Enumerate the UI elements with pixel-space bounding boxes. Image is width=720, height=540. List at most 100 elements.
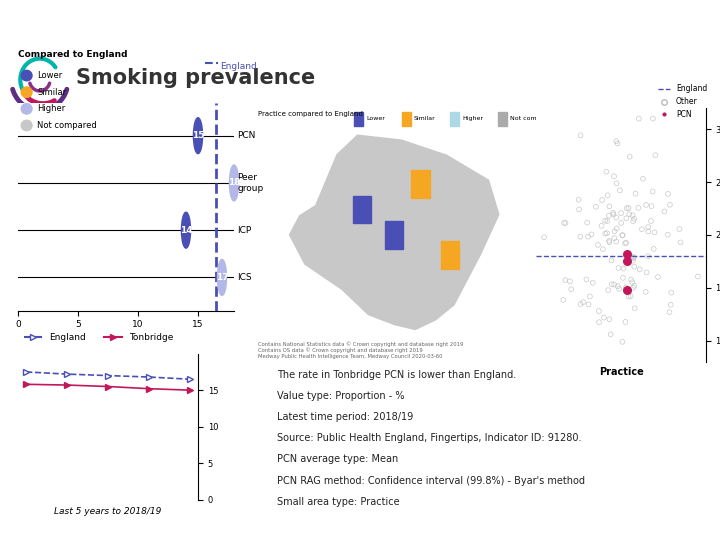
Circle shape — [194, 118, 202, 153]
Point — [599, 230, 611, 238]
Point — [603, 286, 614, 294]
Point — [626, 278, 638, 287]
Point — [624, 210, 635, 219]
Point — [600, 167, 612, 176]
Text: Higher: Higher — [462, 116, 483, 121]
Point — [587, 279, 598, 287]
Point — [575, 300, 586, 308]
Point — [621, 286, 633, 294]
Point — [616, 231, 628, 240]
Bar — [384, 221, 403, 249]
Point — [603, 237, 615, 245]
Point — [674, 225, 685, 233]
Point — [611, 213, 622, 222]
Point — [652, 273, 664, 281]
Point — [612, 282, 624, 291]
Point — [601, 229, 613, 238]
Point — [600, 217, 611, 225]
Point — [664, 308, 675, 316]
Point — [621, 238, 632, 247]
Bar — [441, 241, 459, 269]
Point — [628, 217, 639, 225]
Point — [608, 280, 620, 289]
Circle shape — [22, 120, 32, 131]
Point — [626, 211, 638, 220]
Point — [642, 227, 654, 236]
Text: 24: 24 — [13, 8, 32, 22]
Text: Value type: Proportion - %: Value type: Proportion - % — [277, 391, 405, 401]
Text: PCN average type: Mean: PCN average type: Mean — [277, 455, 398, 464]
Point — [640, 287, 652, 296]
Point — [664, 200, 675, 209]
Circle shape — [230, 165, 238, 201]
Polygon shape — [287, 133, 500, 332]
Point — [590, 202, 602, 211]
Point — [616, 338, 628, 346]
Text: Smoking prevalence: Smoking prevalence — [76, 68, 315, 89]
Point — [621, 214, 632, 222]
Point — [582, 218, 593, 227]
Legend: England, Other, PCN: England, Other, PCN — [655, 82, 710, 122]
Point — [596, 221, 608, 230]
Point — [625, 292, 636, 300]
Point — [564, 277, 576, 286]
Point — [620, 318, 631, 326]
Bar — [402, 112, 411, 126]
Point — [593, 240, 604, 249]
Point — [596, 196, 608, 205]
Point — [619, 239, 631, 248]
Point — [577, 298, 589, 307]
Text: ICP: ICP — [238, 226, 252, 235]
Text: Small area type: Practice: Small area type: Practice — [277, 497, 400, 507]
Point — [559, 219, 571, 227]
Point — [611, 137, 622, 146]
Legend: England, Tonbridge: England, Tonbridge — [21, 329, 177, 345]
Point — [628, 253, 639, 261]
Point — [603, 238, 615, 247]
Point — [607, 208, 618, 217]
Point — [627, 256, 639, 265]
Text: Peer
group: Peer group — [238, 173, 264, 193]
Text: 15: 15 — [192, 131, 204, 140]
Point — [626, 252, 637, 261]
Point — [573, 195, 585, 204]
Point — [539, 233, 550, 241]
Point — [565, 285, 577, 294]
Point — [608, 210, 619, 219]
Point — [616, 219, 627, 227]
Point — [628, 254, 639, 262]
Text: Higher: Higher — [37, 104, 66, 113]
Bar — [353, 195, 372, 224]
Point — [575, 131, 586, 140]
Point — [618, 264, 629, 273]
Point — [582, 300, 594, 309]
Point — [642, 223, 654, 232]
Point — [624, 152, 636, 161]
Point — [647, 114, 659, 123]
Point — [645, 217, 657, 225]
Point — [606, 280, 618, 288]
Text: Contains National Statistics data © Crown copyright and database right 2019
Cont: Contains National Statistics data © Crow… — [258, 341, 464, 359]
Point — [659, 207, 670, 216]
Point — [626, 275, 637, 284]
Text: Last 5 years to 2018/19: Last 5 years to 2018/19 — [54, 507, 162, 516]
Point — [646, 202, 657, 211]
Point — [665, 288, 677, 297]
Point — [617, 231, 629, 240]
Text: Lower: Lower — [37, 71, 63, 80]
Point — [648, 245, 660, 253]
Text: 18: 18 — [228, 178, 240, 187]
Bar — [450, 112, 459, 126]
Point — [613, 264, 624, 272]
Point — [585, 230, 597, 239]
Point — [649, 228, 660, 237]
Point — [613, 285, 625, 293]
Point — [637, 174, 649, 183]
Point — [616, 209, 627, 218]
Text: Not compared: Not compared — [37, 121, 97, 130]
Point — [611, 224, 623, 233]
Point — [621, 204, 632, 213]
Point — [606, 256, 617, 265]
Point — [602, 217, 613, 225]
Point — [612, 139, 624, 148]
